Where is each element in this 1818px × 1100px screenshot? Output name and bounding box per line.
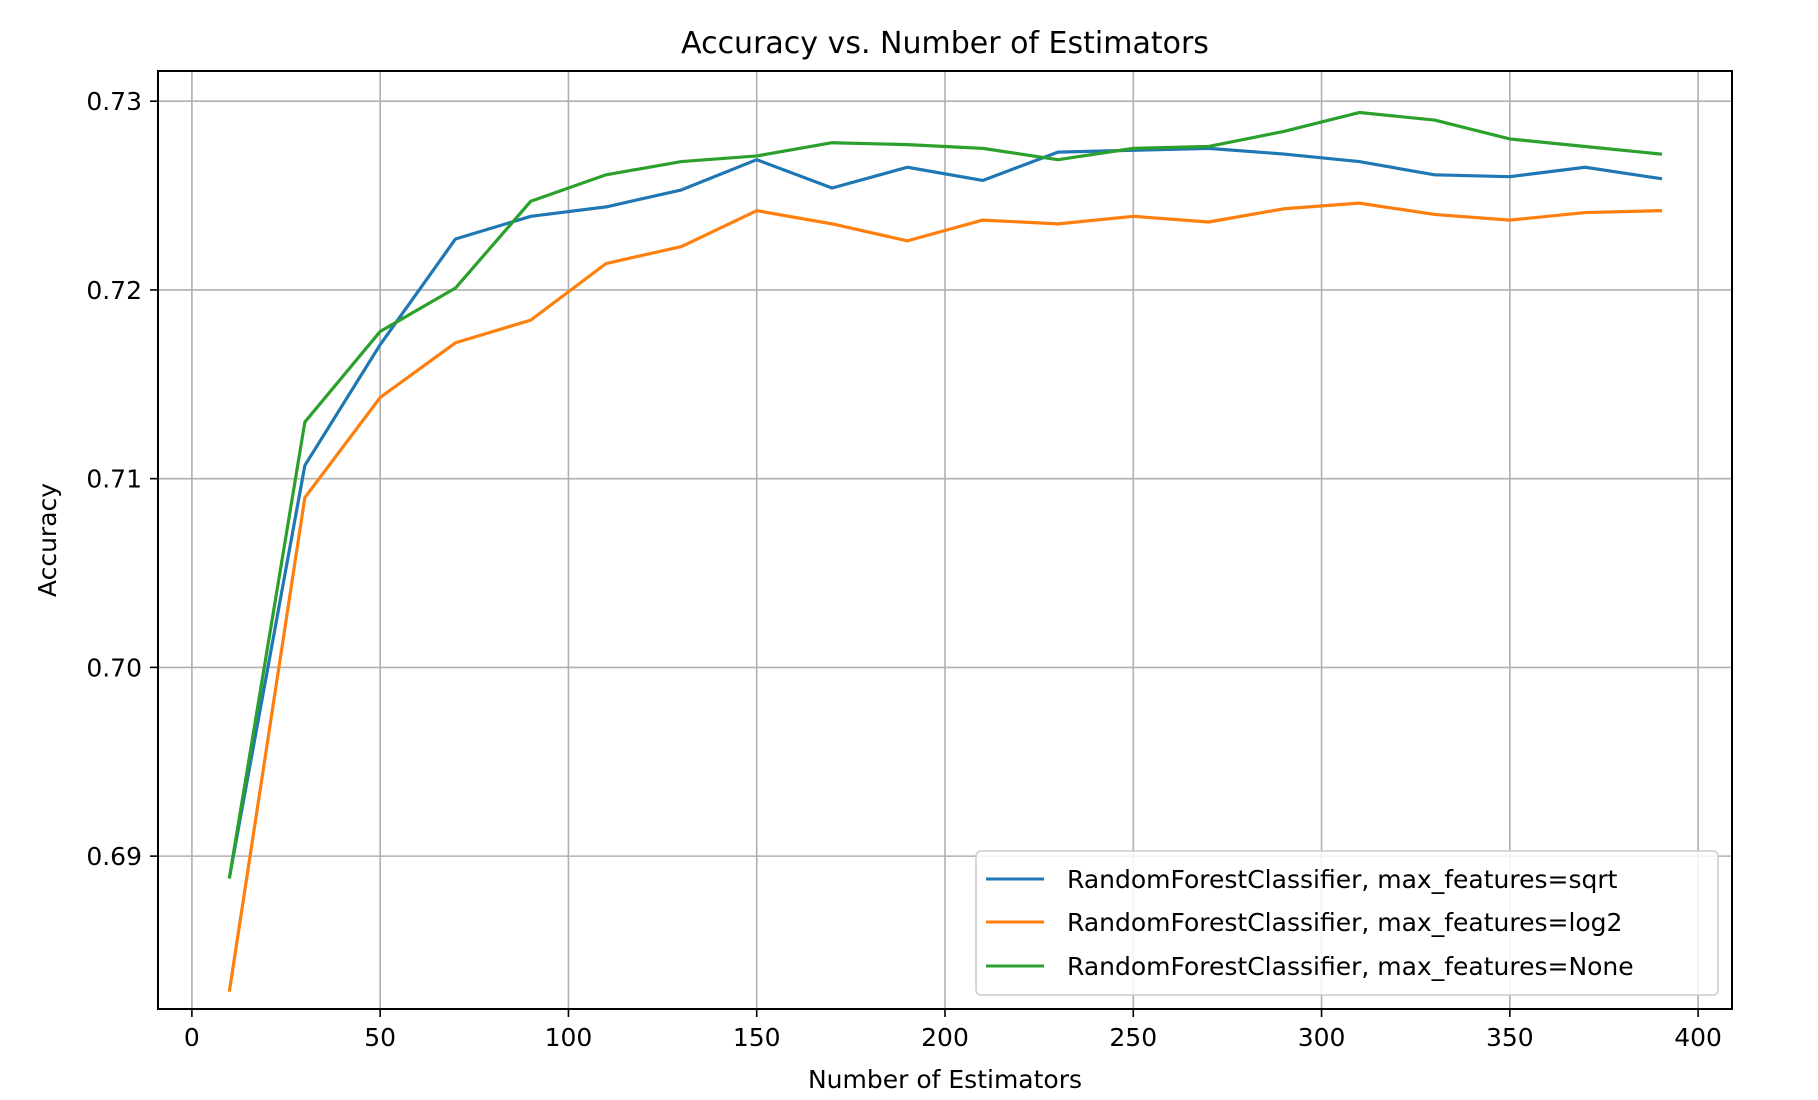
y-axis-label: Accuracy: [33, 483, 62, 597]
chart-title: Accuracy vs. Number of Estimators: [681, 26, 1209, 61]
x-tick-label: 250: [1109, 1023, 1157, 1052]
x-tick-label: 0: [184, 1023, 200, 1052]
x-axis-label: Number of Estimators: [808, 1065, 1082, 1094]
x-tick-label: 50: [364, 1023, 396, 1052]
legend-box: [975, 850, 1719, 996]
y-tick-label: 0.72: [86, 276, 142, 305]
legend-label-log2: RandomForestClassifier, max_features=log…: [1067, 908, 1622, 937]
series-line-log2: [227, 201, 1663, 992]
x-tick-label: 150: [733, 1023, 781, 1052]
y-tick-label: 0.69: [86, 842, 142, 871]
y-tick-label: 0.73: [86, 87, 142, 116]
y-tick-label: 0.70: [86, 653, 142, 682]
x-tick-label: 300: [1298, 1023, 1346, 1052]
ticks-layer: 0 50 100 150 200 250 300 350 400 0.69 0.70 0.71 0.72…: [86, 87, 1722, 1052]
x-tick-label: 200: [921, 1023, 969, 1052]
series-layer: [227, 110, 1663, 992]
y-tick-label: 0.71: [86, 465, 142, 494]
series-line-sqrt: [227, 146, 1663, 879]
x-tick-label: 350: [1486, 1023, 1534, 1052]
series-line-none: [227, 110, 1663, 879]
x-tick-label: 100: [545, 1023, 593, 1052]
legend: RandomForestClassifier, max_features=sqr…: [975, 850, 1719, 996]
legend-label-sqrt: RandomForestClassifier, max_features=sqr…: [1067, 865, 1618, 894]
x-tick-label: 400: [1674, 1023, 1722, 1052]
legend-label-none: RandomForestClassifier, max_features=Non…: [1067, 952, 1634, 981]
